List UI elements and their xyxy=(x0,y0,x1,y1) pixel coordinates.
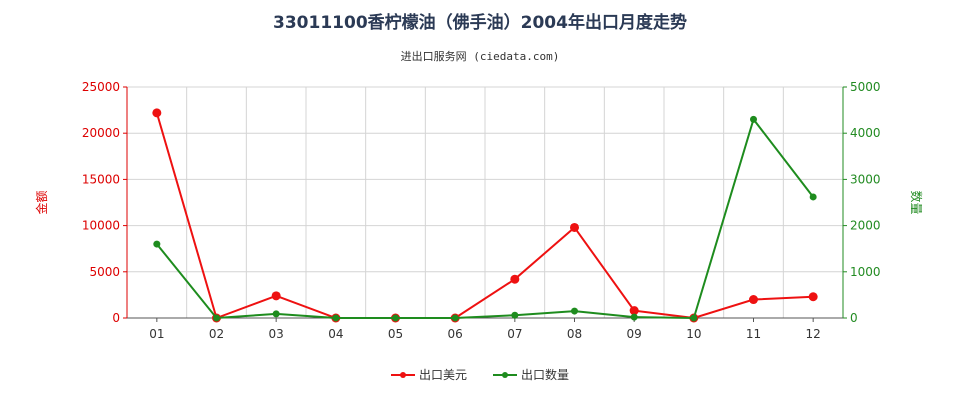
series-point-1 xyxy=(213,314,220,322)
y-right-tick-label: 1000 xyxy=(850,265,881,279)
y-right-label: 数量 xyxy=(909,190,924,214)
x-tick-label: 10 xyxy=(686,327,701,341)
series-point-1 xyxy=(750,115,757,123)
y-right-tick-label: 3000 xyxy=(850,172,881,186)
y-left-tick-label: 20000 xyxy=(82,126,120,140)
y-left-tick-label: 5000 xyxy=(89,265,120,279)
y-left-tick-label: 15000 xyxy=(82,172,120,186)
series-line-1 xyxy=(156,117,814,320)
series-point-1 xyxy=(690,314,698,322)
legend-swatch-amount xyxy=(390,370,415,380)
legend-swatch-quantity xyxy=(493,370,517,380)
x-tick-label: 04 xyxy=(328,327,343,341)
series-point-0 xyxy=(510,274,520,284)
y-left-label: 金额 xyxy=(34,190,49,214)
series-point-1 xyxy=(571,307,578,315)
series-point-0 xyxy=(271,291,281,301)
series-point-1 xyxy=(153,240,161,248)
x-tick-label: 12 xyxy=(806,327,821,341)
legend: 出口美元 出口数量 xyxy=(0,366,960,383)
x-tick-label: 05 xyxy=(388,327,403,341)
legend-label-amount: 出口美元 xyxy=(418,368,467,382)
chart-subtitle: 进出口服务网 (ciedata.com) xyxy=(400,50,560,63)
series-point-0 xyxy=(152,108,162,118)
series-point-0 xyxy=(570,222,579,232)
series-point-1 xyxy=(809,193,817,201)
y-right-tick-label: 5000 xyxy=(850,80,881,94)
x-tick-label: 06 xyxy=(448,327,463,341)
series-point-1 xyxy=(511,311,519,319)
legend-item-quantity[interactable]: 出口数量 xyxy=(493,366,569,383)
x-tick-label: 07 xyxy=(507,327,522,341)
x-tick-label: 02 xyxy=(209,327,224,341)
series-point-1 xyxy=(451,314,459,322)
series-point-0 xyxy=(808,292,818,302)
x-tick-label: 03 xyxy=(269,327,284,341)
chart-title: 33011100香柠檬油（佛手油）2004年出口月度走势 xyxy=(273,13,687,33)
series-point-0 xyxy=(629,306,639,316)
x-tick-label: 11 xyxy=(746,327,761,341)
series-point-1 xyxy=(332,314,340,322)
x-tick-label: 08 xyxy=(567,327,582,341)
series-point-0 xyxy=(749,295,758,305)
series-line-0 xyxy=(155,112,814,320)
legend-item-amount[interactable]: 出口美元 xyxy=(390,366,467,383)
y-left-tick-label: 0 xyxy=(112,311,120,325)
x-tick-label: 01 xyxy=(149,327,164,341)
y-right-tick-label: 4000 xyxy=(850,126,881,140)
y-right-tick-label: 0 xyxy=(850,311,858,325)
y-left-tick-label: 10000 xyxy=(82,219,120,233)
x-tick-label: 09 xyxy=(627,327,642,341)
series-point-1 xyxy=(392,314,399,322)
y-left-tick-label: 25000 xyxy=(82,80,120,94)
series-point-1 xyxy=(272,310,280,318)
legend-label-quantity: 出口数量 xyxy=(521,368,570,382)
y-right-tick-label: 2000 xyxy=(850,219,881,233)
series-point-1 xyxy=(630,313,638,321)
